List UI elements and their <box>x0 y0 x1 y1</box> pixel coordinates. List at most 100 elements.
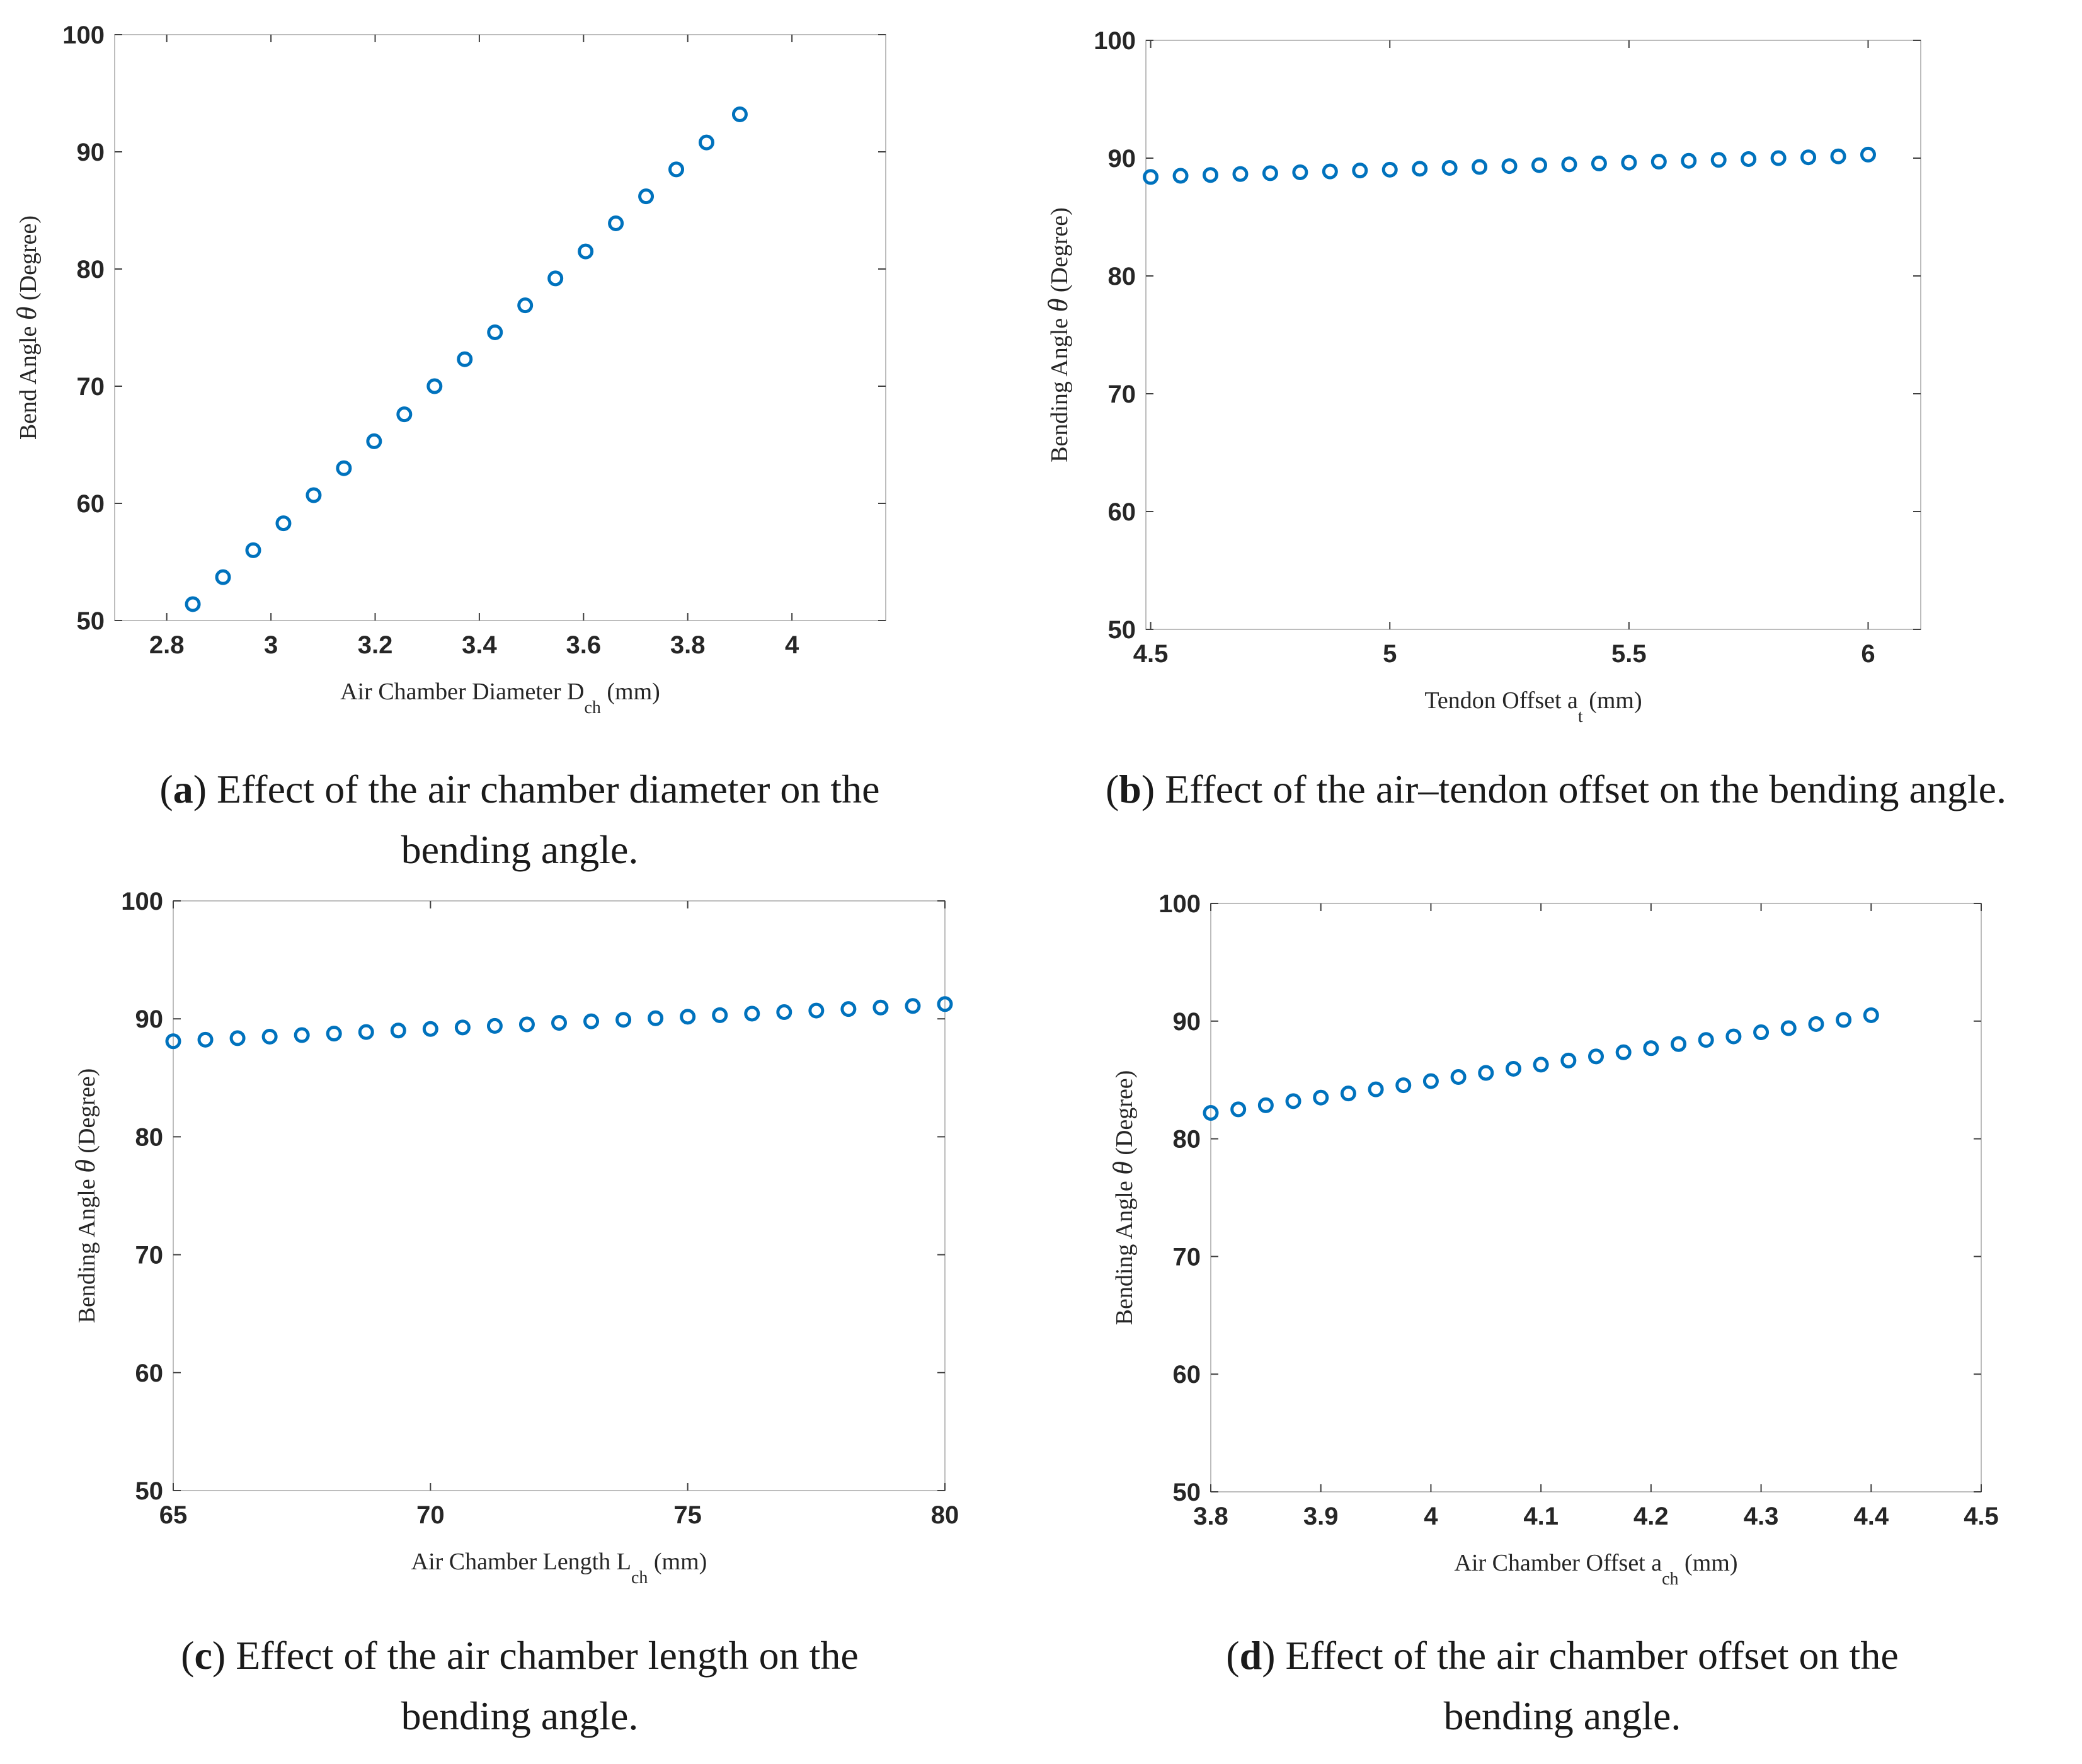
data-point <box>937 996 953 1012</box>
data-point <box>1800 149 1817 166</box>
y-tick-label: 100 <box>62 21 105 49</box>
data-point <box>905 998 921 1014</box>
caption-c: (c) Effect of the air chamber length on … <box>181 1633 859 1738</box>
caption-b: (b) Effect of the air–tendon offset on t… <box>1105 767 2007 811</box>
data-point <box>608 215 624 231</box>
data-point <box>366 433 382 449</box>
x-tick-label: 3.8 <box>670 631 706 659</box>
data-point <box>1860 146 1876 163</box>
data-point <box>551 1015 567 1031</box>
x-tick-label: 4.2 <box>1633 1503 1669 1530</box>
data-point <box>872 999 889 1016</box>
data-point <box>648 1010 664 1026</box>
x-tick-label: 3.6 <box>566 631 602 659</box>
x-tick-label: 70 <box>416 1501 445 1529</box>
data-point <box>390 1022 406 1039</box>
x-tick-label: 65 <box>159 1501 188 1529</box>
data-point <box>306 487 322 503</box>
data-point <box>615 1012 632 1028</box>
y-tick-label: 80 <box>77 256 105 284</box>
y-tick-label: 70 <box>135 1242 164 1269</box>
caption-c-text: Effect of the air chamber length on the <box>226 1633 859 1678</box>
data-point <box>668 161 685 178</box>
chart-d: 3.8 3.9 4 4.1 4.2 4.3 4.4 4.5 50 60 70 80 90 100 Air C… <box>1107 890 1999 1589</box>
data-point <box>1863 1007 1879 1023</box>
data-point <box>744 1005 760 1022</box>
data-point <box>185 596 201 612</box>
y-tick-label: 70 <box>1108 381 1136 408</box>
chart-b: 4.5 5 5.5 6 50 60 70 80 90 100 Tendon Offset at (m… <box>1043 27 1921 726</box>
data-point <box>680 1009 696 1025</box>
data-point <box>1262 165 1278 181</box>
caption-b-text: Effect of the air–tendon offset on the b… <box>1155 767 2007 811</box>
x-axis-title: Air Chamber Length Lch (mm) <box>411 1549 707 1588</box>
data-point <box>1741 151 1757 167</box>
caption-d-label: d <box>1239 1633 1262 1678</box>
x-tick-label: 80 <box>931 1501 959 1529</box>
x-tick-label: 3.2 <box>358 631 393 659</box>
y-axis-title: Bending Angle θ (Degree) <box>70 1068 101 1324</box>
data-point <box>808 1002 825 1019</box>
caption-d-line2: bending angle. <box>1443 1693 1681 1738</box>
data-point <box>457 351 473 367</box>
data-point <box>712 1007 728 1023</box>
plot-frame <box>1145 40 1921 630</box>
data-point <box>487 324 503 340</box>
x-tick-label: 4.1 <box>1523 1503 1559 1530</box>
x-tick-label: 4.5 <box>1964 1503 1999 1530</box>
x-tick-label: 5.5 <box>1611 640 1647 668</box>
data-point <box>1808 1016 1824 1032</box>
data-point <box>578 243 594 260</box>
data-point <box>1143 169 1159 185</box>
data-point <box>1710 152 1727 168</box>
y-tick-label: 90 <box>1108 145 1136 173</box>
x-axis-title: Air Chamber Offset ach (mm) <box>1455 1550 1738 1589</box>
y-tick-label: 50 <box>1173 1479 1201 1506</box>
data-point <box>1531 157 1547 173</box>
data-point <box>229 1030 246 1046</box>
caption-c-label: c <box>194 1633 212 1678</box>
data-point <box>1621 154 1637 171</box>
data-point <box>422 1021 438 1037</box>
y-tick-label: 100 <box>1094 27 1136 55</box>
x-tick-label: 4 <box>1424 1503 1438 1530</box>
caption-d-text: Effect of the air chamber offset on the <box>1275 1633 1899 1678</box>
y-tick-label: 100 <box>121 888 163 915</box>
x-tick-label: 4.3 <box>1744 1503 1779 1530</box>
y-tick-label: 90 <box>1173 1008 1201 1036</box>
data-point <box>1560 1052 1577 1068</box>
data-point <box>294 1027 310 1043</box>
y-axis-title: Bending Angle θ (Degree) <box>1107 1070 1138 1326</box>
chart-a: 2.8 3 3.2 3.4 3.6 3.8 4 50 60 70 80 90 100 Air Chambe… <box>11 21 886 718</box>
x-tick-label: 3.4 <box>462 631 497 659</box>
data-point <box>583 1013 600 1029</box>
data-point <box>358 1024 374 1040</box>
data-point <box>396 406 413 423</box>
data-point <box>454 1019 471 1036</box>
y-tick-label: 50 <box>77 607 105 635</box>
y-tick-label: 70 <box>1173 1243 1201 1271</box>
data-point <box>547 270 564 287</box>
data-point <box>699 134 715 151</box>
data-point <box>1671 1036 1687 1052</box>
data-point <box>165 1033 181 1050</box>
data-point <box>1615 1044 1632 1060</box>
data-point <box>1313 1089 1329 1106</box>
data-point <box>1368 1081 1384 1097</box>
data-point <box>518 1016 535 1033</box>
y-tick-label: 60 <box>77 490 105 518</box>
y-tick-label: 90 <box>135 1005 164 1033</box>
data-point <box>1257 1097 1274 1113</box>
data-point <box>426 378 443 394</box>
data-point <box>197 1031 214 1048</box>
data-point <box>517 297 534 314</box>
x-tick-label: 6 <box>1861 640 1875 668</box>
data-point <box>1753 1024 1770 1041</box>
data-point <box>731 106 748 122</box>
data-point <box>215 569 231 585</box>
data-point <box>1285 1093 1301 1109</box>
y-tick-label: 80 <box>1173 1126 1201 1154</box>
y-tick-label: 50 <box>135 1477 164 1505</box>
y-axis-title: Bending Angle θ (Degree) <box>1043 207 1073 462</box>
y-tick-label: 80 <box>135 1123 164 1151</box>
